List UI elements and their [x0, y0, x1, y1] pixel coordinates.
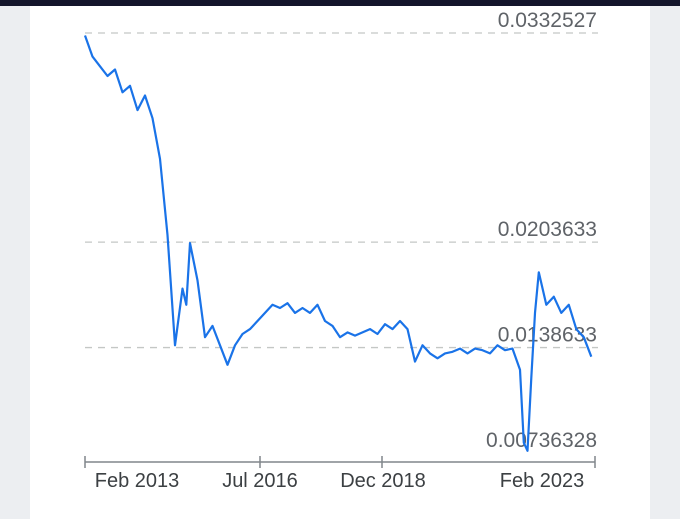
price-line: [83, 35, 593, 452]
y-tick-label: 0.0332527: [498, 9, 597, 32]
chart-panel: 0.0332527 0.0203633 0.0138633 0.00736328 Fe…: [30, 6, 650, 519]
gridlines: [85, 32, 598, 349]
x-tick-label: Feb 2023: [500, 470, 585, 492]
x-tick-label: Feb 2013: [95, 470, 180, 492]
line-chart: 0.0332527 0.0203633 0.0138633 0.00736328 Fe…: [83, 9, 598, 492]
top-bar: [0, 0, 680, 6]
y-tick-label: 0.0138633: [498, 324, 597, 347]
x-tick-label: Jul 2016: [222, 470, 298, 492]
y-axis-labels: 0.0332527 0.0203633 0.0138633 0.00736328: [486, 9, 597, 452]
y-tick-label: 0.0203633: [498, 218, 597, 241]
x-tick-label: Dec 2018: [340, 470, 426, 492]
x-axis: Feb 2013 Jul 2016 Dec 2018 Feb 2023: [84, 456, 596, 492]
y-tick-label: 0.00736328: [486, 429, 597, 452]
